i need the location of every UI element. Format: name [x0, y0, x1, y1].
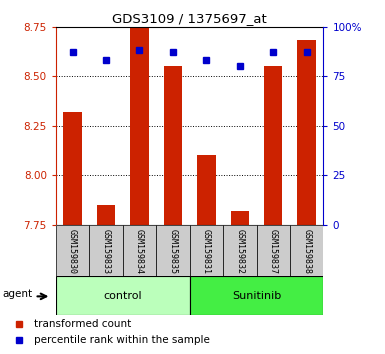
Bar: [256, 225, 290, 276]
Bar: [164, 66, 182, 225]
Text: transformed count: transformed count: [33, 319, 131, 329]
Text: GSM159835: GSM159835: [168, 229, 177, 274]
Text: GSM159838: GSM159838: [302, 229, 311, 274]
Bar: [223, 225, 256, 276]
Title: GDS3109 / 1375697_at: GDS3109 / 1375697_at: [112, 12, 267, 25]
Bar: [123, 225, 156, 276]
Bar: [56, 225, 89, 276]
Text: agent: agent: [3, 289, 33, 299]
Text: GSM159837: GSM159837: [269, 229, 278, 274]
Text: GSM159834: GSM159834: [135, 229, 144, 274]
Text: control: control: [104, 291, 142, 301]
Text: GSM159830: GSM159830: [68, 229, 77, 274]
Bar: [156, 225, 189, 276]
Bar: [231, 211, 249, 225]
Bar: [290, 225, 323, 276]
Text: GSM159832: GSM159832: [235, 229, 244, 274]
Bar: [64, 112, 82, 225]
Bar: [197, 155, 216, 225]
Bar: [56, 276, 189, 315]
Text: GSM159833: GSM159833: [102, 229, 110, 274]
Bar: [189, 225, 223, 276]
Bar: [89, 225, 123, 276]
Text: GSM159831: GSM159831: [202, 229, 211, 274]
Bar: [130, 27, 149, 225]
Text: percentile rank within the sample: percentile rank within the sample: [33, 335, 209, 345]
Bar: [97, 205, 115, 225]
Bar: [264, 66, 283, 225]
Bar: [298, 40, 316, 225]
Text: Sunitinib: Sunitinib: [232, 291, 281, 301]
Bar: [189, 276, 323, 315]
